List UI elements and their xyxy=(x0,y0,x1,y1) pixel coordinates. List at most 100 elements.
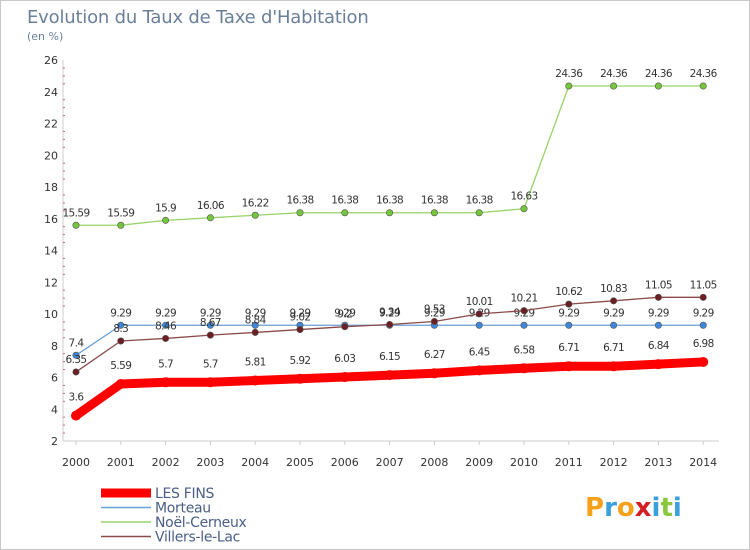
data-point xyxy=(386,209,394,217)
data-label: 10.62 xyxy=(555,286,582,298)
y-tick-label: 2 xyxy=(51,435,58,448)
data-label: 9.29 xyxy=(110,307,131,319)
data-point xyxy=(160,377,171,388)
data-label: 9.29 xyxy=(200,307,221,319)
data-label: 6.71 xyxy=(603,342,624,354)
logo-letter: i xyxy=(651,493,661,523)
data-label: 9.29 xyxy=(245,307,266,319)
x-tick-label: 2006 xyxy=(331,456,359,469)
data-point xyxy=(341,323,349,331)
data-point xyxy=(699,82,707,90)
data-point xyxy=(520,307,528,315)
x-tick-label: 2008 xyxy=(420,456,448,469)
legend-label: Noël-Cerneux xyxy=(155,515,247,531)
data-label: 16.38 xyxy=(376,195,403,207)
data-point xyxy=(71,410,81,421)
chart-unit-label: (en %) xyxy=(27,30,64,43)
data-label: 9.29 xyxy=(424,307,445,319)
data-label: 8.46 xyxy=(155,320,177,332)
data-point xyxy=(565,321,573,329)
data-label: 8.3 xyxy=(113,323,128,335)
legend-label: LES FINS xyxy=(155,486,215,502)
data-point xyxy=(429,368,440,379)
logo-letter: x xyxy=(634,493,652,523)
data-label: 11.05 xyxy=(645,279,672,291)
chart-title: Evolution du Taux de Taxe d'Habitation xyxy=(27,7,369,28)
logo-letter: o xyxy=(616,493,635,523)
data-point xyxy=(162,334,170,342)
y-tick-label: 16 xyxy=(44,213,58,226)
x-tick-label: 2003 xyxy=(196,456,224,469)
data-label: 6.35 xyxy=(66,354,87,366)
data-label: 24.36 xyxy=(555,68,583,80)
data-point xyxy=(520,205,528,213)
y-tick-label: 6 xyxy=(51,372,58,385)
data-label: 6.15 xyxy=(379,351,400,363)
data-point xyxy=(698,356,709,367)
data-point xyxy=(206,321,214,329)
data-label: 9.53 xyxy=(424,303,445,315)
data-label: 15.9 xyxy=(155,202,176,214)
data-point xyxy=(430,209,438,217)
data-label: 6.45 xyxy=(469,346,490,358)
data-point xyxy=(608,361,619,372)
y-tick-label: 20 xyxy=(44,149,58,162)
data-point xyxy=(295,373,305,384)
x-tick-label: 2009 xyxy=(465,456,493,469)
x-tick-label: 2010 xyxy=(510,456,538,469)
proxiti-logo: Proxiti xyxy=(585,493,682,523)
y-tick-label: 10 xyxy=(44,308,58,321)
data-label: 15.59 xyxy=(107,207,134,219)
data-label: 9.34 xyxy=(379,306,401,318)
data-label: 5.92 xyxy=(290,355,311,367)
data-point xyxy=(474,365,485,376)
x-tick-label: 2002 xyxy=(152,456,180,469)
data-label: 9.29 xyxy=(648,307,669,319)
data-point xyxy=(563,361,574,372)
data-point xyxy=(251,211,259,219)
data-point xyxy=(296,326,304,334)
data-label: 5.7 xyxy=(203,358,218,370)
y-tick-label: 18 xyxy=(44,181,58,194)
x-tick-label: 2011 xyxy=(555,456,583,469)
data-label: 9.02 xyxy=(290,312,311,324)
data-point xyxy=(699,293,707,301)
data-point xyxy=(341,209,349,217)
data-point xyxy=(296,209,304,217)
data-label: 16.38 xyxy=(466,195,493,207)
data-point xyxy=(654,321,662,329)
data-point xyxy=(653,359,664,370)
data-label: 6.58 xyxy=(514,344,535,356)
data-label: 6.03 xyxy=(334,353,355,365)
data-label: 5.59 xyxy=(110,360,131,372)
data-label: 16.22 xyxy=(242,197,269,209)
data-label: 15.59 xyxy=(62,207,89,219)
logo-letter: P xyxy=(585,493,605,523)
data-label: 16.38 xyxy=(286,195,313,207)
data-point xyxy=(117,337,125,345)
x-tick-label: 2001 xyxy=(107,456,135,469)
y-tick-label: 12 xyxy=(44,276,58,289)
data-point xyxy=(72,221,80,229)
logo-letter: r xyxy=(604,493,617,523)
data-label: 5.7 xyxy=(158,358,173,370)
data-label: 7.4 xyxy=(69,337,85,349)
data-point xyxy=(72,368,80,376)
data-point xyxy=(205,377,216,388)
y-tick-label: 4 xyxy=(51,403,58,416)
data-label: 8.67 xyxy=(200,317,221,329)
data-point xyxy=(250,375,261,386)
data-label: 11.05 xyxy=(690,279,717,291)
data-label: 6.98 xyxy=(693,338,714,350)
y-tick-label: 8 xyxy=(51,340,58,353)
data-point xyxy=(654,82,662,90)
data-point xyxy=(610,297,618,305)
data-label: 3.6 xyxy=(69,392,85,404)
y-tick-label: 22 xyxy=(44,118,58,131)
data-label: 8.84 xyxy=(245,314,267,326)
data-point xyxy=(206,331,214,339)
data-label: 9.29 xyxy=(290,307,311,319)
data-label: 5.81 xyxy=(245,357,266,369)
data-label: 6.71 xyxy=(558,342,579,354)
